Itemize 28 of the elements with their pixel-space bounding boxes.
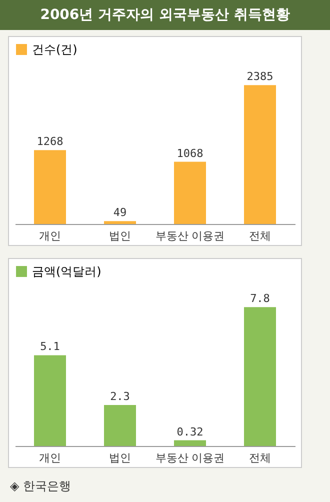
bar [104,405,136,446]
x-tick-label: 전체 [249,452,271,464]
text: ◈ 한국은행 [10,478,72,495]
data-label: 2385 [246,70,274,84]
x-tick-label: 부동산 이용권 [155,452,225,464]
data-label: 0.32 [176,425,204,438]
data-label: 2.3 [110,390,130,404]
chart-title: 2006년 거주자의 외국부동산 취득현황 [0,0,330,30]
legend-label: 건수(건) [32,42,78,56]
data-label: 1268 [36,135,64,148]
x-tick-label: 부동산 이용권 [155,230,225,242]
bar [244,85,276,224]
bar [244,307,276,446]
bar [104,221,136,224]
bar [34,355,66,446]
data-label: 7.8 [250,292,270,306]
x-tick-label: 법인 [109,452,131,464]
x-tick-label: 개인 [39,452,61,464]
bar [174,440,206,446]
bar [174,162,206,224]
data-label: 1068 [176,146,204,160]
x-tick-label: 개인 [39,230,61,242]
bar [34,150,66,224]
data-label: 49 [113,206,127,220]
legend-label: 금액(억달러) [32,264,102,278]
data-label: 5.1 [40,340,60,354]
x-tick-label: 법인 [109,230,131,242]
x-tick-label: 전체 [249,230,271,242]
